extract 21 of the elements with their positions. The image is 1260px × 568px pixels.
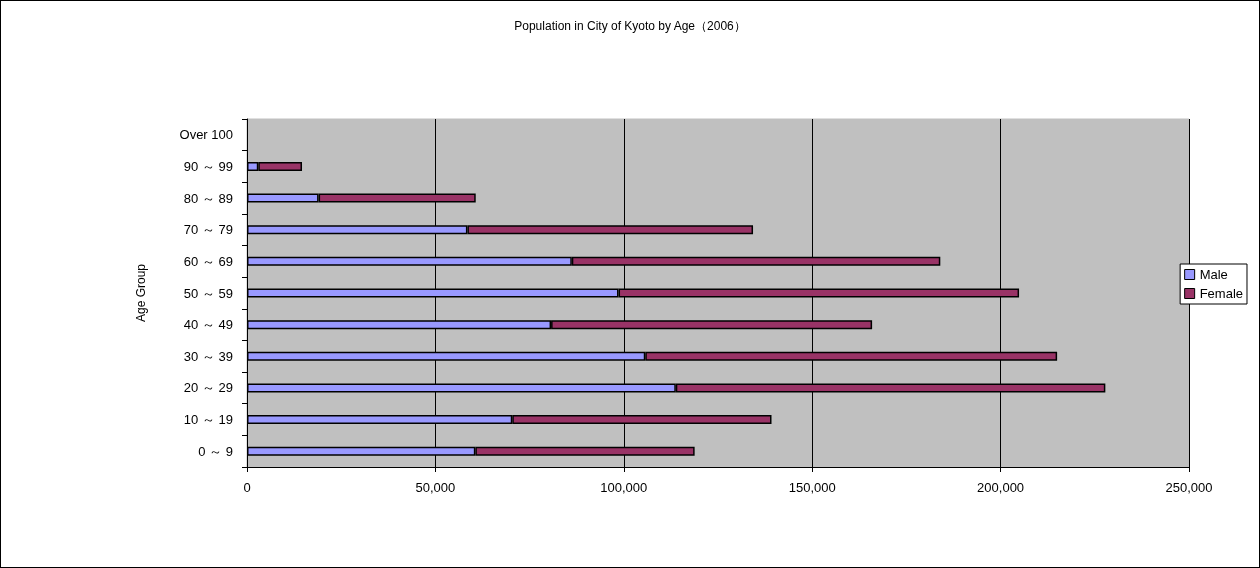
y-tick-label: Over 100 [179, 127, 233, 143]
x-tick-label: 250,000 [1165, 480, 1213, 495]
x-tick-label: 100,000 [600, 480, 648, 495]
y-tick-label: 60 ～ 69 [183, 253, 233, 269]
x-tick-label: 200,000 [977, 480, 1025, 495]
y-tick-label: 20 ～ 29 [183, 380, 233, 396]
x-tick-label: 50,000 [415, 480, 456, 495]
y-tick-label: 90 ～ 99 [183, 158, 233, 174]
legend-label: Male [1199, 267, 1228, 282]
x-tick-label: 0 [243, 480, 251, 495]
y-tick-label: 70 ～ 79 [183, 222, 233, 238]
y-tick-label: 30 ～ 39 [183, 348, 233, 364]
legend-label: Female [1199, 286, 1244, 301]
x-tick-label: 150,000 [788, 480, 836, 495]
y-tick-label: 0 ～ 9 [198, 443, 233, 459]
y-tick-label: 40 ～ 49 [183, 317, 233, 333]
y-tick-label: 80 ～ 89 [183, 190, 233, 206]
chart-title: Population in City of Kyoto by Age（2006） [514, 19, 746, 33]
y-axis-title: Age Group [134, 263, 148, 323]
y-tick-label: 50 ～ 59 [183, 285, 233, 301]
y-tick-label: 10 ～ 19 [183, 412, 233, 428]
